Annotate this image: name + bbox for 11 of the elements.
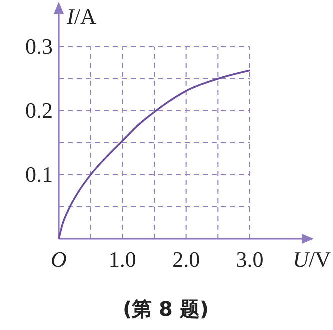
x-tick-label: 3.0: [236, 247, 264, 272]
x-tick-label: 1.0: [108, 247, 136, 272]
x-tick-label: 2.0: [172, 247, 200, 272]
line-series: [58, 70, 251, 240]
x-axis-title: U/V: [293, 247, 332, 272]
y-tick-label: 0.3: [26, 34, 53, 59]
x-tick-label: O: [51, 247, 68, 272]
y-tick-label: 0.1: [26, 162, 53, 187]
text: (第 8 题): [122, 297, 210, 321]
y-tick-label: 0.2: [26, 98, 53, 123]
y-axis-title: I/A: [66, 4, 96, 29]
